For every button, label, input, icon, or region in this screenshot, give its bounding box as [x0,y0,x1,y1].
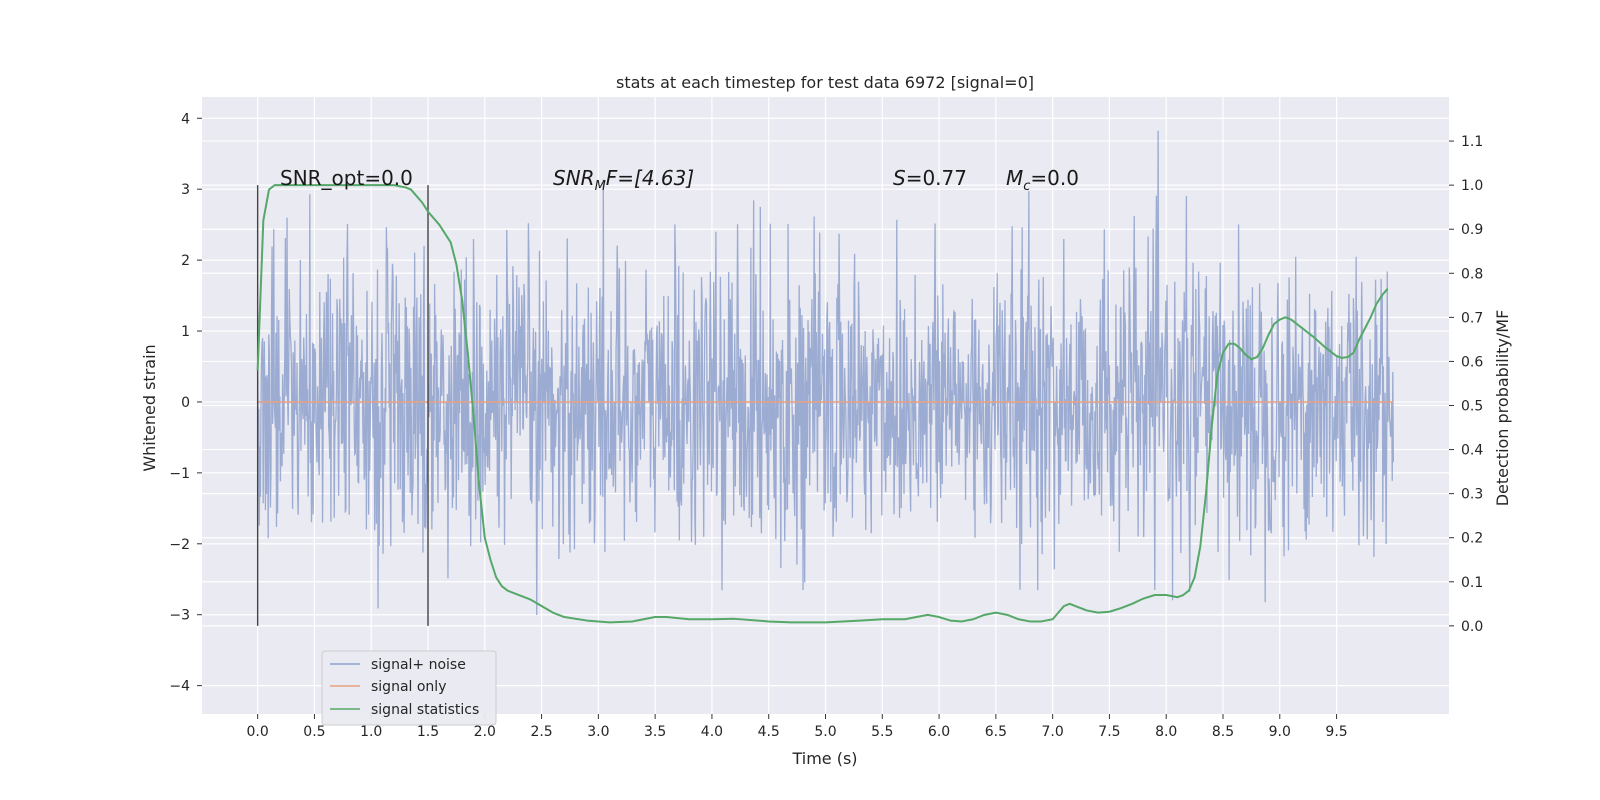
y2-tick-label: 0.8 [1461,266,1483,282]
x-tick-label: 6.0 [928,724,950,740]
x-tick-label: 7.0 [1042,724,1064,740]
y-tick-label: −1 [169,466,190,482]
y2-tick-label: 0.1 [1461,575,1483,591]
y2-tick-label: 1.0 [1461,178,1483,194]
y-axis-title: Whitened strain [140,344,159,471]
annotation-s-symbol: S [893,166,906,190]
annotation-mc-value: =0.0 [1030,166,1079,190]
y-tick-label: 1 [181,324,190,340]
y-tick-label: 3 [181,182,190,198]
y2-tick-label: 0.9 [1461,222,1483,238]
x-tick-label: 2.0 [474,724,496,740]
y2-axis-ticks: 1.1 1.0 0.9 0.8 0.7 0.6 0.5 0.4 0.3 0.2 0.1 0.0 [1449,134,1483,635]
x-tick-label: 0.5 [303,724,325,740]
x-tick-label: 3.5 [644,724,666,740]
x-tick-label: 9.0 [1269,724,1291,740]
x-tick-label: 3.0 [587,724,609,740]
signal-statistics-line [256,184,1389,624]
legend-label-signal-noise: signal+ noise [371,657,466,673]
x-tick-label: 9.5 [1325,724,1347,740]
annotation-s-value: =0.77 [906,166,967,190]
y2-tick-label: 0.3 [1461,487,1483,503]
annotation-s: S=0.77 [893,166,967,190]
annotation-snr-opt: SNR_opt=0.0 [280,166,413,190]
y2-tick-label: 0.6 [1461,354,1483,370]
y-tick-label: 2 [181,253,190,269]
x-tick-label: 5.0 [814,724,836,740]
x-tick-label: 0.0 [247,724,269,740]
y2-axis-title: Detection probability/MF [1493,310,1512,507]
legend-label-signal-statistics: signal statistics [371,702,479,718]
vertical-markers [256,185,429,626]
x-tick-label: 4.0 [701,724,723,740]
chart-title: stats at each timestep for test data 697… [616,73,1034,92]
legend-box [321,650,497,726]
y-tick-label: −3 [169,608,190,624]
x-tick-label: 7.5 [1098,724,1120,740]
x-tick-label: 2.5 [530,724,552,740]
legend: signal+ noise signal only signal statist… [321,650,497,726]
x-tick-label: 8.0 [1155,724,1177,740]
y-tick-label: 0 [181,395,190,411]
signal-noise-line [257,130,1394,615]
x-axis-title: Time (s) [791,749,857,768]
x-tick-label: 1.5 [417,724,439,740]
x-axis-ticks: 0.0 0.5 1.0 1.5 2.0 2.5 3.0 3.5 4.0 4.5 5.0 5.5 6.0 6… [247,714,1348,740]
y2-tick-label: 0.7 [1461,310,1483,326]
x-tick-label: 8.5 [1212,724,1234,740]
annotation-snr-mf-symbol: SNR [553,166,595,190]
y2-tick-label: 0.5 [1461,399,1483,415]
legend-label-signal-only: signal only [371,679,446,695]
x-tick-label: 4.5 [758,724,780,740]
x-tick-label: 5.5 [871,724,893,740]
signal-noise-series [257,130,1394,615]
y-tick-label: 4 [181,111,190,127]
y2-tick-label: 0.4 [1461,443,1483,459]
annotation-snr-mf: SNRMF=[4.63] [553,166,694,194]
y2-tick-label: 0.2 [1461,531,1483,547]
y-axis-ticks: 4 3 2 1 0 −1 −2 −3 −4 [169,111,202,695]
x-tick-label: 1.0 [360,724,382,740]
annotation-snr-mf-value: F=[4.63] [606,166,694,190]
annotation-snr-mf-subscript: M [595,179,606,194]
y-tick-label: −4 [169,679,190,695]
annotation-mc-symbol: M [1006,166,1023,190]
annotation-mc-subscript: c [1023,179,1030,194]
annotation-mc: Mc=0.0 [1006,166,1079,194]
y2-tick-label: 1.1 [1461,134,1483,150]
y2-tick-label: 0.0 [1461,619,1483,635]
signal-statistics-series [256,184,1389,624]
y-tick-label: −2 [169,537,190,553]
x-tick-label: 6.5 [985,724,1007,740]
